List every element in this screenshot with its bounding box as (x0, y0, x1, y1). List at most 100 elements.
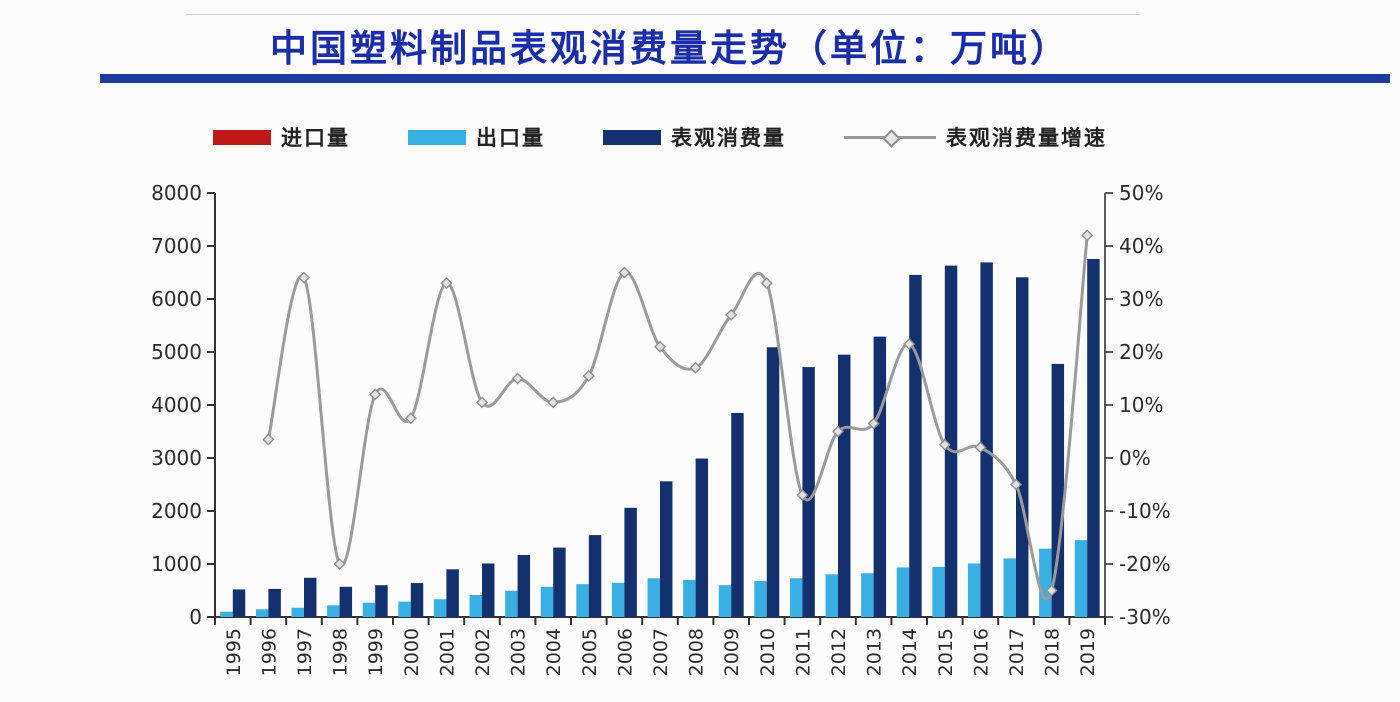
bar-export-2002 (469, 595, 482, 617)
bar-export-2012 (825, 574, 838, 617)
growth-line-marker (476, 396, 488, 409)
bar-consumption-2008 (695, 458, 709, 617)
legend-label-growth: 表观消费量增速 (946, 126, 1107, 150)
left-axis-tick-label: 4000 (151, 393, 202, 417)
growth-line-marker (654, 340, 666, 353)
x-axis-year-label: 2016 (970, 628, 992, 676)
x-axis-year-label: 2010 (757, 628, 779, 676)
x-axis-year-label: 2014 (899, 628, 921, 676)
x-axis-year-label: 2009 (721, 628, 743, 676)
growth-line-marker (262, 433, 275, 446)
growth-line-marker (547, 396, 560, 409)
right-axis-tick-label: 50% (1119, 181, 1163, 205)
bar-consumption-1995 (232, 589, 246, 617)
growth-line-marker (938, 438, 951, 451)
bar-consumption-2019 (1087, 258, 1100, 617)
legend-item-import: 进口量 (213, 122, 350, 152)
bar-consumption-1998 (339, 586, 353, 617)
growth-line-marker (689, 361, 702, 374)
right-axis-tick-label: -30% (1119, 605, 1171, 629)
growth-line-marker (725, 308, 738, 321)
bar-consumption-1999 (375, 585, 388, 617)
bar-export-2015 (932, 566, 945, 617)
bar-export-1999 (362, 602, 376, 617)
bar-consumption-2003 (517, 554, 531, 617)
legend-label-consumption: 表观消费量 (671, 126, 786, 150)
bar-export-2014 (896, 567, 910, 617)
growth-line-marker (867, 417, 880, 430)
x-axis-year-label: 2008 (686, 628, 708, 676)
growth-line-marker (903, 338, 916, 351)
left-axis-tick-label: 3000 (151, 446, 202, 470)
bar-consumption-2002 (482, 563, 495, 617)
bar-export-2005 (576, 584, 589, 617)
bar-export-2017 (1003, 558, 1016, 617)
legend-label-export: 出口量 (476, 126, 545, 150)
bar-consumption-2005 (588, 535, 602, 617)
bar-consumption-2012 (838, 354, 851, 617)
x-axis-year-label: 2015 (935, 628, 957, 676)
x-axis-year-label: 1998 (330, 628, 352, 676)
growth-line-marker (404, 412, 417, 425)
bar-export-2019 (1074, 540, 1088, 617)
bar-export-2018 (1039, 548, 1052, 617)
x-axis-year-label: 2004 (543, 628, 565, 676)
bar-consumption-2007 (660, 481, 673, 617)
bar-export-2007 (647, 578, 660, 617)
growth-line-marker (974, 441, 987, 454)
chart-title: 中国塑料制品表观消费量走势（单位：万吨） (270, 27, 1070, 70)
growth-line-marker (582, 369, 595, 382)
chart-legend: 进口量 出口量 表观消费量 表观消费量增速 (0, 122, 1320, 152)
legend-label-import: 进口量 (281, 126, 350, 150)
x-axis-year-label: 2005 (579, 628, 601, 676)
bar-export-1998 (327, 605, 340, 617)
x-axis-year-label: 2002 (472, 628, 494, 676)
legend-item-export: 出口量 (408, 122, 545, 152)
legend-line-sample-growth (844, 129, 936, 148)
x-axis-year-label: 2006 (614, 628, 636, 676)
left-axis-tick-label: 1000 (151, 552, 202, 576)
bar-consumption-2010 (766, 347, 780, 617)
left-axis-tick-label: 2000 (151, 499, 202, 523)
right-axis-tick-label: -20% (1119, 552, 1171, 576)
bar-consumption-2000 (410, 583, 424, 617)
x-axis-year-label: 2001 (436, 628, 458, 676)
right-axis-tick-label: 10% (1119, 393, 1163, 417)
right-axis-tick-label: 0% (1119, 446, 1151, 470)
growth-line-marker (832, 425, 844, 438)
bar-export-1995 (220, 611, 233, 617)
x-axis-year-label: 2007 (650, 628, 672, 676)
bar-consumption-2004 (553, 547, 566, 617)
growth-line-marker (298, 271, 310, 284)
bar-export-2010 (754, 580, 767, 617)
x-axis-year-label: 2013 (864, 628, 886, 676)
legend-item-consumption: 表观消费量 (603, 122, 786, 152)
legend-swatch-consumption (603, 129, 661, 145)
legend-swatch-import (213, 129, 271, 145)
x-axis-year-label: 2019 (1077, 628, 1099, 676)
bar-export-1996 (255, 609, 269, 617)
bar-consumption-2006 (624, 507, 637, 617)
bar-consumption-2016 (980, 262, 993, 617)
bar-consumption-2001 (446, 569, 459, 617)
growth-line-marker (511, 372, 524, 385)
bar-consumption-2013 (873, 336, 887, 617)
x-axis-year-label: 1996 (258, 628, 280, 676)
bar-export-2003 (505, 590, 518, 617)
x-axis-year-label: 2018 (1042, 628, 1064, 676)
growth-line-marker (333, 558, 346, 570)
growth-line-marker (796, 489, 809, 502)
x-axis-year-label: 1997 (294, 628, 316, 676)
right-axis-tick-label: 30% (1119, 287, 1163, 311)
left-axis-tick-label: 5000 (151, 340, 202, 364)
left-axis-tick-label: 0 (189, 605, 202, 629)
bar-export-2004 (540, 586, 554, 617)
right-axis-tick-label: 40% (1119, 234, 1163, 258)
x-axis-year-label: 2012 (828, 628, 850, 676)
bar-consumption-2009 (731, 412, 744, 617)
x-axis-year-label: 2003 (508, 628, 530, 676)
bar-consumption-2014 (909, 274, 922, 617)
bar-export-2000 (398, 601, 411, 617)
bar-export-2008 (683, 579, 696, 617)
